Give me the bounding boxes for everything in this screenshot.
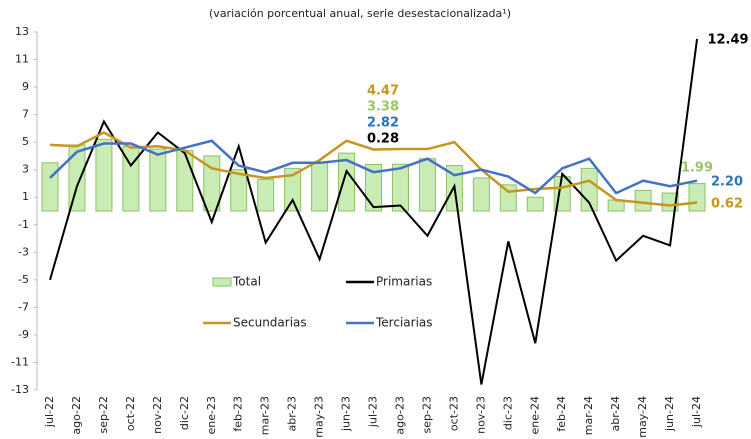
data-label: 0.28 <box>367 132 399 147</box>
x-tick-label: sep-22 <box>97 396 110 433</box>
data-label: 2.20 <box>711 175 743 190</box>
x-tick-label: jul-23 <box>367 396 380 428</box>
x-tick-label: nov-23 <box>474 396 487 434</box>
y-tick-label: -5 <box>18 273 29 286</box>
bar <box>661 192 679 212</box>
x-tick-label: oct-23 <box>447 396 460 431</box>
x-tick-label: sep-23 <box>420 396 433 433</box>
y-tick-label: 11 <box>15 53 29 66</box>
x-tick-label: ene-23 <box>205 396 218 434</box>
x-tick-label: dic-23 <box>501 396 514 430</box>
data-label: 3.38 <box>367 100 399 115</box>
y-tick-label: -11 <box>11 355 29 368</box>
x-tick-label: nov-22 <box>151 396 164 434</box>
y-tick-label: 13 <box>15 25 29 38</box>
x-tick-label: jul-24 <box>690 396 703 428</box>
chart-subtitle: (variación porcentual anual, serie deses… <box>209 7 511 20</box>
data-label: 4.47 <box>367 84 399 99</box>
bar <box>580 167 598 212</box>
x-tick-label: jul-22 <box>43 396 56 428</box>
y-tick-label: 1 <box>22 190 29 203</box>
bar <box>41 162 59 212</box>
x-tick-label: abr-23 <box>286 396 299 432</box>
y-tick-label: -1 <box>18 218 29 231</box>
bar <box>418 158 436 212</box>
bar <box>95 138 113 212</box>
legend-label: Total <box>232 275 261 289</box>
x-tick-label: ene-24 <box>528 396 541 434</box>
data-label: 1.99 <box>681 161 713 176</box>
x-tick-label: mar-24 <box>582 396 595 435</box>
bar <box>176 149 194 212</box>
x-tick-label: feb-24 <box>555 396 568 432</box>
y-tick-label: -9 <box>18 328 29 341</box>
y-tick-label: 3 <box>22 163 29 176</box>
bar <box>499 184 517 212</box>
bar <box>68 144 86 212</box>
bar <box>311 162 329 212</box>
bar <box>634 189 652 212</box>
x-tick-label: feb-23 <box>232 396 245 432</box>
x-tick-label: mar-23 <box>259 396 272 435</box>
bar <box>230 169 248 212</box>
x-tick-label: dic-22 <box>178 396 191 430</box>
line <box>49 38 699 385</box>
x-tick-label: jun-24 <box>663 396 676 432</box>
legend-label: Primarias <box>376 275 432 289</box>
legend-swatch <box>212 277 232 287</box>
bar <box>149 148 167 212</box>
legend-label: Terciarias <box>375 316 433 330</box>
bar <box>688 183 706 212</box>
data-label: 2.82 <box>367 116 399 131</box>
x-tick-label: may-23 <box>313 396 326 438</box>
y-tick-label: -7 <box>18 300 29 313</box>
bar <box>472 177 490 212</box>
legend-label: Secundarias <box>233 316 307 330</box>
bar <box>526 196 544 212</box>
bar <box>391 163 409 212</box>
line <box>49 131 698 207</box>
x-tick-label: jun-23 <box>340 396 353 432</box>
x-tick-label: ago-23 <box>393 396 406 435</box>
x-tick-label: abr-24 <box>609 396 622 432</box>
bar <box>257 178 275 212</box>
bar <box>365 163 383 212</box>
y-tick-label: 5 <box>22 135 29 148</box>
y-tick-label: -13 <box>11 383 29 396</box>
line <box>49 139 698 195</box>
bar <box>284 167 302 212</box>
y-tick-label: 7 <box>22 108 29 121</box>
x-tick-label: oct-22 <box>124 396 137 431</box>
data-label: 12.49 <box>707 33 748 48</box>
y-tick-label: -3 <box>18 245 29 258</box>
x-tick-label: may-24 <box>636 396 649 438</box>
y-tick-label: 9 <box>22 80 29 93</box>
data-label: 0.62 <box>711 197 743 212</box>
x-tick-label: ago-22 <box>70 396 83 435</box>
